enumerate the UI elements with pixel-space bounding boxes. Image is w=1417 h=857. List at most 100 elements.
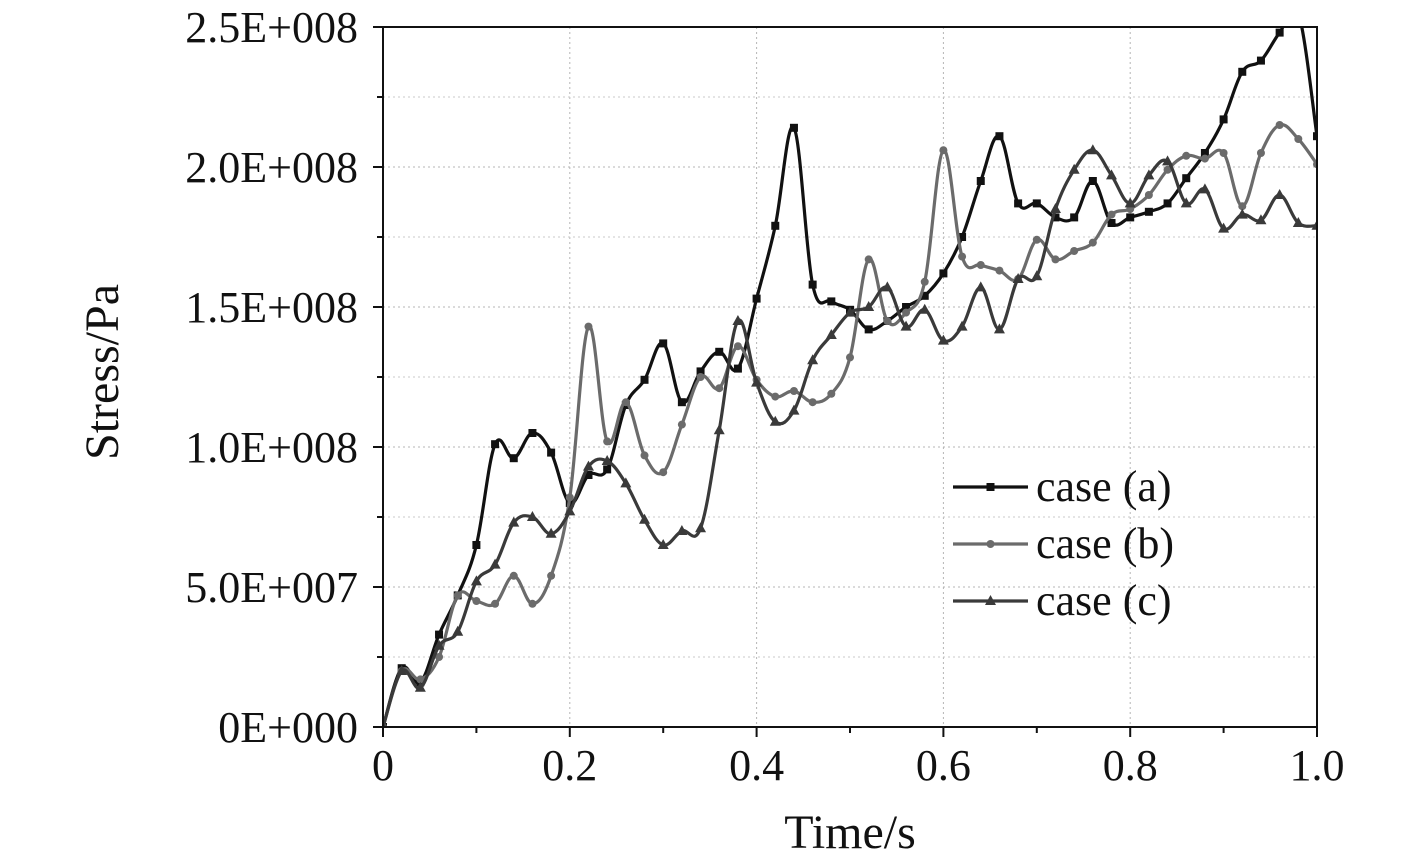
- data-point-2: [528, 599, 537, 608]
- data-point-1: [1051, 213, 1060, 222]
- data-point-1: [1126, 213, 1135, 222]
- y-axis-label: Stress/Pa: [76, 284, 129, 460]
- data-point-3: [1143, 169, 1155, 180]
- legend-item-1: case (a): [953, 462, 1172, 511]
- data-point-1: [528, 429, 537, 437]
- data-point-1: [1313, 132, 1317, 141]
- legend-marker: [985, 595, 996, 605]
- data-point-3: [881, 281, 893, 292]
- data-point-1: [603, 465, 612, 474]
- legend-label: case (b): [1036, 519, 1174, 568]
- data-point-2: [995, 266, 1004, 275]
- data-point-2: [696, 373, 705, 381]
- y-tick-label: 2.5E+008: [185, 3, 358, 52]
- data-point-1: [491, 440, 500, 449]
- data-point-2: [1200, 154, 1209, 163]
- data-point-3: [508, 516, 520, 527]
- data-point-1: [547, 448, 556, 457]
- data-point-3: [863, 301, 875, 311]
- data-point-1: [808, 280, 817, 289]
- data-point-1: [771, 221, 780, 230]
- data-point-3: [601, 455, 613, 465]
- data-point-1: [435, 630, 444, 639]
- data-point-2: [435, 653, 444, 661]
- data-point-3: [1274, 189, 1286, 199]
- data-point-3: [526, 511, 538, 521]
- data-point-3: [751, 376, 763, 387]
- data-point-3: [937, 334, 949, 345]
- data-point-1: [752, 294, 761, 303]
- data-point-2: [1275, 121, 1284, 129]
- series-line-2: [383, 123, 1317, 727]
- data-point-3: [975, 281, 987, 292]
- data-point-2: [1070, 247, 1079, 255]
- data-point-3: [470, 575, 482, 586]
- data-point-3: [993, 323, 1005, 334]
- data-point-3: [900, 320, 912, 331]
- data-point-2: [920, 277, 929, 286]
- legend: case (a) case (b) case (c): [953, 462, 1174, 625]
- data-point-3: [1292, 217, 1304, 227]
- data-point-2: [565, 493, 574, 502]
- data-point-2: [509, 571, 518, 580]
- x-tick-label: 0.4: [729, 741, 784, 790]
- y-tick-label: 2.0E+008: [185, 143, 358, 192]
- data-point-1: [472, 541, 481, 549]
- data-point-2: [1088, 238, 1097, 247]
- data-point-1: [677, 398, 686, 407]
- data-point-2: [603, 437, 612, 446]
- data-point-3: [1087, 144, 1099, 155]
- data-point-3: [1199, 183, 1211, 194]
- data-point-1: [1200, 149, 1209, 157]
- data-point-2: [1256, 149, 1265, 157]
- data-point-2: [846, 353, 854, 362]
- y-tick-label: 5.0E+007: [185, 563, 358, 612]
- legend-item-2: case (b): [953, 519, 1174, 568]
- data-point-3: [489, 558, 501, 569]
- grid: [383, 27, 1317, 727]
- data-point-3: [1236, 208, 1248, 219]
- data-point-1: [1182, 174, 1191, 183]
- data-point-1: [509, 454, 518, 463]
- data-point-1: [715, 347, 724, 356]
- data-point-2: [416, 675, 425, 684]
- data-point-1: [976, 177, 985, 185]
- data-point-2: [771, 392, 780, 401]
- data-point-2: [789, 387, 798, 395]
- data-point-1: [584, 471, 593, 479]
- x-tick-label: 0.6: [916, 741, 971, 790]
- data-point-1: [733, 364, 742, 373]
- data-point-2: [1238, 202, 1247, 211]
- data-point-3: [639, 513, 651, 524]
- data-point-3: [452, 625, 464, 636]
- ticks: 0 0.2 0.4 0.6 0.8 1.0 0E+000 5.0E+007 1.0E+008 1.…: [185, 3, 1344, 790]
- data-point-3: [1311, 219, 1317, 230]
- data-point-3: [713, 424, 725, 435]
- data-point-3: [844, 306, 856, 317]
- data-point-2: [733, 342, 742, 351]
- data-point-1: [864, 325, 873, 334]
- data-point-1: [1032, 199, 1041, 208]
- data-point-2: [640, 451, 649, 460]
- data-point-1: [995, 132, 1004, 141]
- x-tick-label: 0.8: [1103, 741, 1158, 790]
- data-point-2: [1163, 165, 1172, 174]
- data-point-3: [414, 681, 426, 692]
- data-point-3: [433, 639, 445, 650]
- data-point-3: [1068, 163, 1080, 174]
- data-point-1: [659, 339, 668, 348]
- data-point-3: [825, 329, 837, 339]
- legend-marker: [986, 483, 995, 491]
- data-point-1: [1238, 67, 1247, 76]
- data-point-1: [1088, 177, 1097, 185]
- data-point-2: [1219, 149, 1228, 157]
- x-axis-label: Time/s: [784, 806, 916, 857]
- data-point-3: [1180, 197, 1192, 208]
- data-point-2: [827, 389, 836, 398]
- x-tick-label: 0.2: [542, 741, 597, 790]
- data-point-2: [677, 420, 686, 429]
- series-3: [383, 144, 1317, 727]
- series-layer: [383, 27, 1317, 727]
- data-point-1: [920, 291, 929, 300]
- legend-item-3: case (c): [953, 576, 1172, 625]
